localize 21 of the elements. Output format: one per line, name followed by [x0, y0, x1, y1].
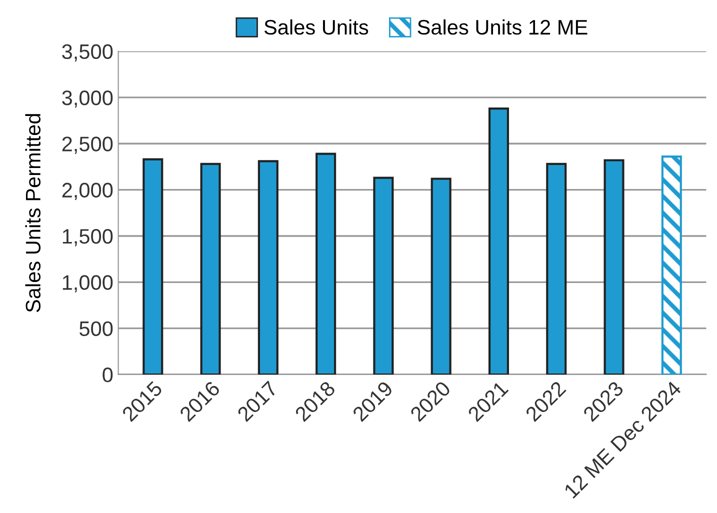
y-tick-label: 2,500: [62, 136, 113, 154]
bar: [604, 159, 624, 374]
bar: [661, 156, 682, 374]
bar: [430, 178, 452, 374]
bar: [316, 152, 336, 374]
y-axis-title: Sales Units Permitted: [25, 114, 41, 312]
legend-label: Sales Units: [264, 19, 368, 35]
y-tick-label: 2,000: [62, 182, 113, 200]
y-tick-label: 1,000: [62, 275, 113, 292]
bar: [488, 108, 510, 374]
y-tick-label: 500: [80, 321, 113, 336]
bar: [373, 176, 394, 374]
legend-label: Sales Units 12 ME: [418, 19, 588, 35]
bar: [200, 162, 221, 374]
bar: [142, 158, 164, 374]
bar: [546, 162, 567, 374]
y-tick-label: 3,000: [62, 90, 113, 108]
y-tick-label: 3,500: [62, 44, 113, 62]
y-tick-label: 1,500: [62, 228, 113, 246]
bar: [258, 160, 278, 374]
y-tick-label: 0: [102, 367, 113, 382]
